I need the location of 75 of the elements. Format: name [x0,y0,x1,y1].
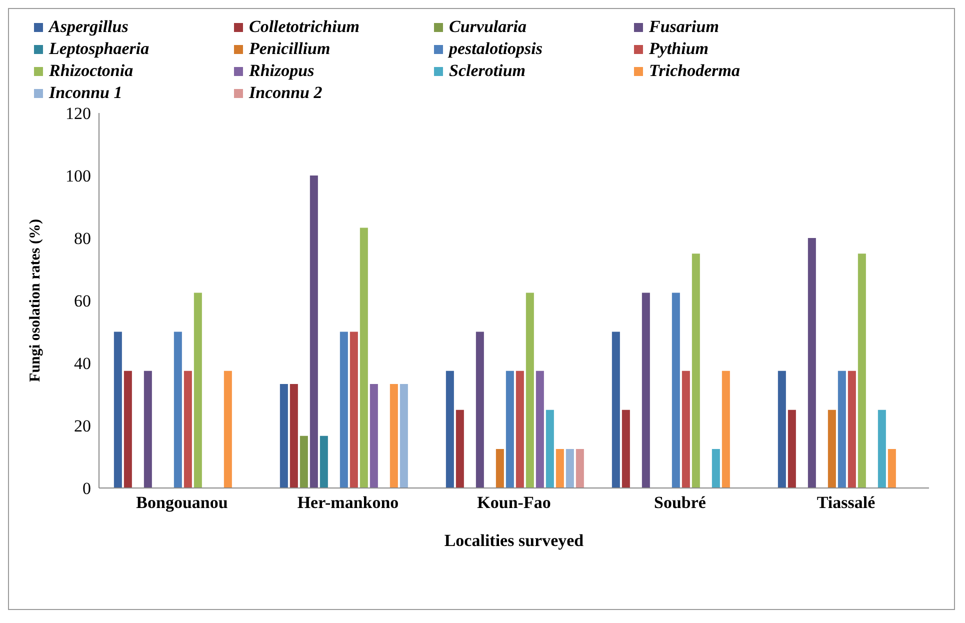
legend-label: Inconnu 2 [249,83,322,103]
y-tick-label: 0 [82,479,91,498]
bar [496,448,504,488]
bar [672,292,680,488]
x-tick-label: Her-mankono [297,493,399,512]
bar [340,332,348,488]
bar [476,332,484,488]
legend-label: Leptosphaeria [49,39,150,59]
legend-label: Colletotrichium [249,17,360,37]
legend-label: Aspergillus [49,17,128,37]
legend-label: Rhizopus [249,61,314,81]
bar [788,410,796,488]
bar [350,332,358,488]
x-tick-label: Soubré [654,493,706,512]
bar [400,384,408,488]
y-axis-title: Fungi osolation rates (%) [27,219,44,382]
bar [310,176,318,488]
bar [778,370,786,488]
bar [124,370,132,488]
x-tick-label: Koun-Fao [477,493,551,512]
bar [622,410,630,488]
bar [682,370,690,488]
bar [290,384,298,488]
bar [566,448,574,488]
bar [712,448,720,488]
legend-label: Penicillium [249,39,330,59]
bar [144,370,152,488]
legend-label: Fusarium [649,17,719,37]
bar [722,370,730,488]
bar [224,370,232,488]
bar [320,436,328,488]
bar [536,370,544,488]
bar [360,228,368,488]
y-tick-label: 20 [74,416,91,436]
bar [546,410,554,488]
bar [642,292,650,488]
bar [194,292,202,488]
bar [848,370,856,488]
bar [878,410,886,488]
y-tick-label: 120 [66,104,91,124]
x-axis-title: Localities surveyed [444,531,584,550]
legend-label: Sclerotium [449,61,526,81]
bar [456,410,464,488]
bar [838,370,846,488]
legend-label: pestalotiopsis [449,39,543,59]
bar [300,436,308,488]
legend-label: Pythium [649,39,709,59]
bar [446,370,454,488]
bar [612,332,620,488]
legend-label: Rhizoctonia [49,61,134,81]
y-tick-label: 100 [66,166,91,186]
bar [828,410,836,488]
bar [280,384,288,488]
y-tick-label: 40 [74,354,91,374]
x-tick-label: Tiassalé [816,493,876,512]
bar [516,370,524,488]
legend-label: Curvularia [449,17,526,37]
legend-label: Trichoderma [649,61,740,81]
bar [370,384,378,488]
bar [506,370,514,488]
bar [526,292,534,488]
legend-label: Inconnu 1 [49,83,122,103]
y-tick-label: 60 [74,292,91,311]
bar [114,332,122,488]
bar [576,448,584,488]
bar [858,254,866,488]
bar [808,238,816,488]
y-tick-label: 80 [74,229,91,248]
bar [556,448,564,488]
bar [174,332,182,488]
bar [692,254,700,488]
x-tick-label: Bongouanou [136,493,228,512]
bar [184,370,192,488]
bar [390,384,398,488]
bar [888,448,896,488]
